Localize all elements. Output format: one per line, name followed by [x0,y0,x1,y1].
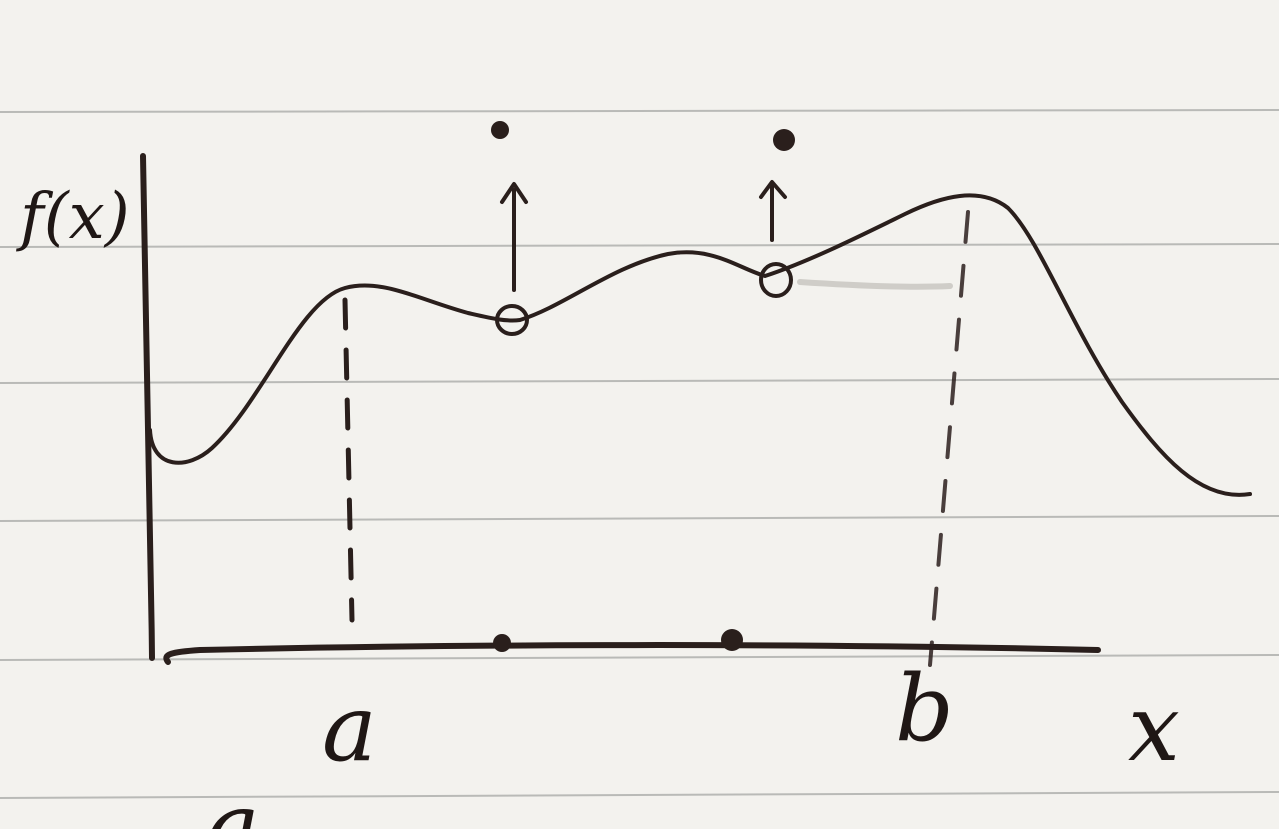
ruled-line [0,515,1279,522]
ruled-line [0,654,1279,661]
ruled-line [0,378,1279,384]
arrow-right [759,180,787,242]
function-curve [148,193,1252,497]
isolated-point-right [773,129,795,151]
x-axis-label: x [1128,675,1180,782]
dashed-line-b [928,210,970,667]
ruled-line [0,109,1279,113]
x-axis-dot-left [493,634,511,652]
ruled-lines [0,109,1279,799]
y-axis-label: f(x) [16,180,130,254]
isolated-point-left [491,121,509,139]
a-label: a [322,675,377,782]
faint-trace [797,279,953,290]
b-label: b [895,655,954,762]
ruled-line [0,791,1279,799]
y-axis-line [140,153,155,661]
bottom-cut-label: a [205,773,260,829]
dashed-line-a [342,297,355,623]
x-axis-line [163,642,1101,665]
ruled-line [0,243,1279,248]
open-circle-left [495,304,529,336]
open-circle-right [759,262,793,298]
x-axis-dot-right [721,629,743,651]
arrow-left [500,182,528,292]
